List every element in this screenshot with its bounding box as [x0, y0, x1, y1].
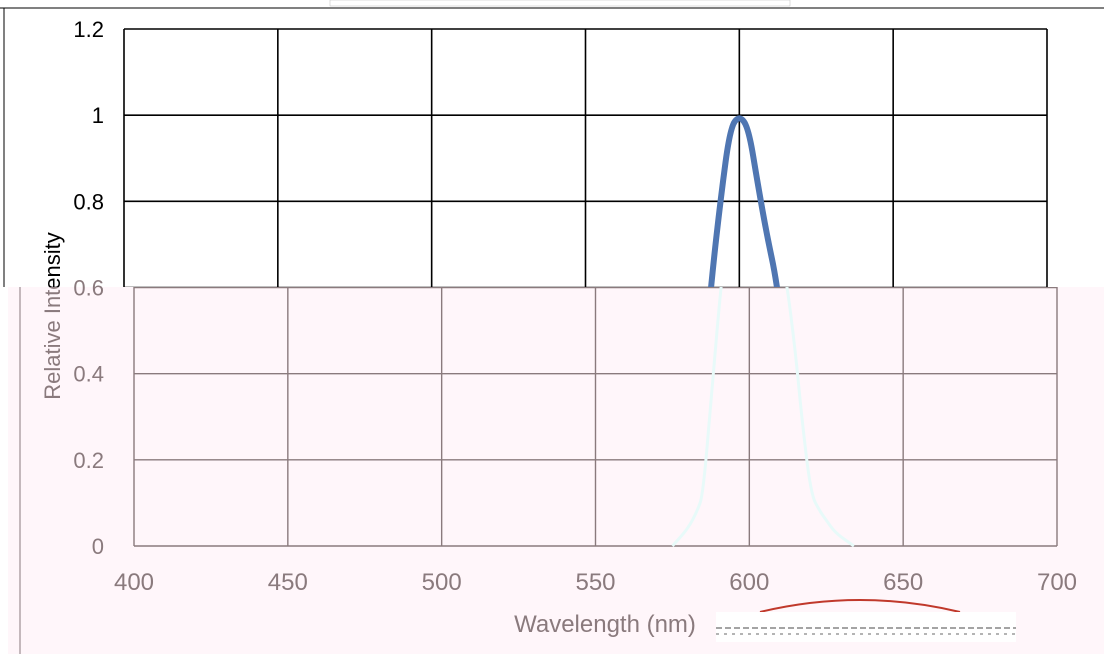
y-axis-label: Relative Intensity — [40, 232, 65, 400]
series-line-upper — [708, 115, 780, 287]
x-tick-label-600: 600 — [729, 569, 769, 596]
y-axis-label-lower: Relative Intensity — [40, 232, 65, 400]
x-tick-label-400: 400 — [114, 569, 154, 596]
x-tick-label-650: 650 — [883, 569, 923, 596]
top-scan-remnant — [329, 0, 791, 7]
grid-upper — [123, 28, 1048, 287]
x-tick-label-550: 550 — [575, 569, 615, 596]
x-tick-label-450: 450 — [268, 569, 308, 596]
series-line-0 — [708, 115, 780, 287]
x-tick-labels: 400 450 500 550 600 650 700 — [114, 569, 1077, 596]
stamp-fragment — [716, 599, 1016, 642]
grid-lower — [133, 287, 1058, 547]
y-tick-label-1.2: 1.2 — [73, 17, 104, 42]
x-axis-label: Wavelength (nm) — [514, 611, 696, 638]
y-tick-label-0.8: 0.8 — [73, 189, 104, 214]
x-tick-label-500: 500 — [422, 569, 462, 596]
lower-panel-background — [8, 287, 1104, 654]
series-line-lower — [671, 287, 855, 548]
y-tick-label-0.4: 0.4 — [73, 362, 104, 387]
y-tick-label-1: 1 — [92, 103, 104, 128]
series-line-lower-0 — [671, 287, 855, 548]
y-tick-label-0: 0 — [92, 534, 104, 559]
x-tick-label-700: 700 — [1037, 569, 1077, 596]
y-tick-label-0.6: 0.6 — [73, 276, 104, 301]
y-tick-label-0.2: 0.2 — [73, 448, 104, 473]
y-tick-labels: 0 0.2 0.4 0.6 0.8 1 1.2 — [73, 17, 104, 559]
